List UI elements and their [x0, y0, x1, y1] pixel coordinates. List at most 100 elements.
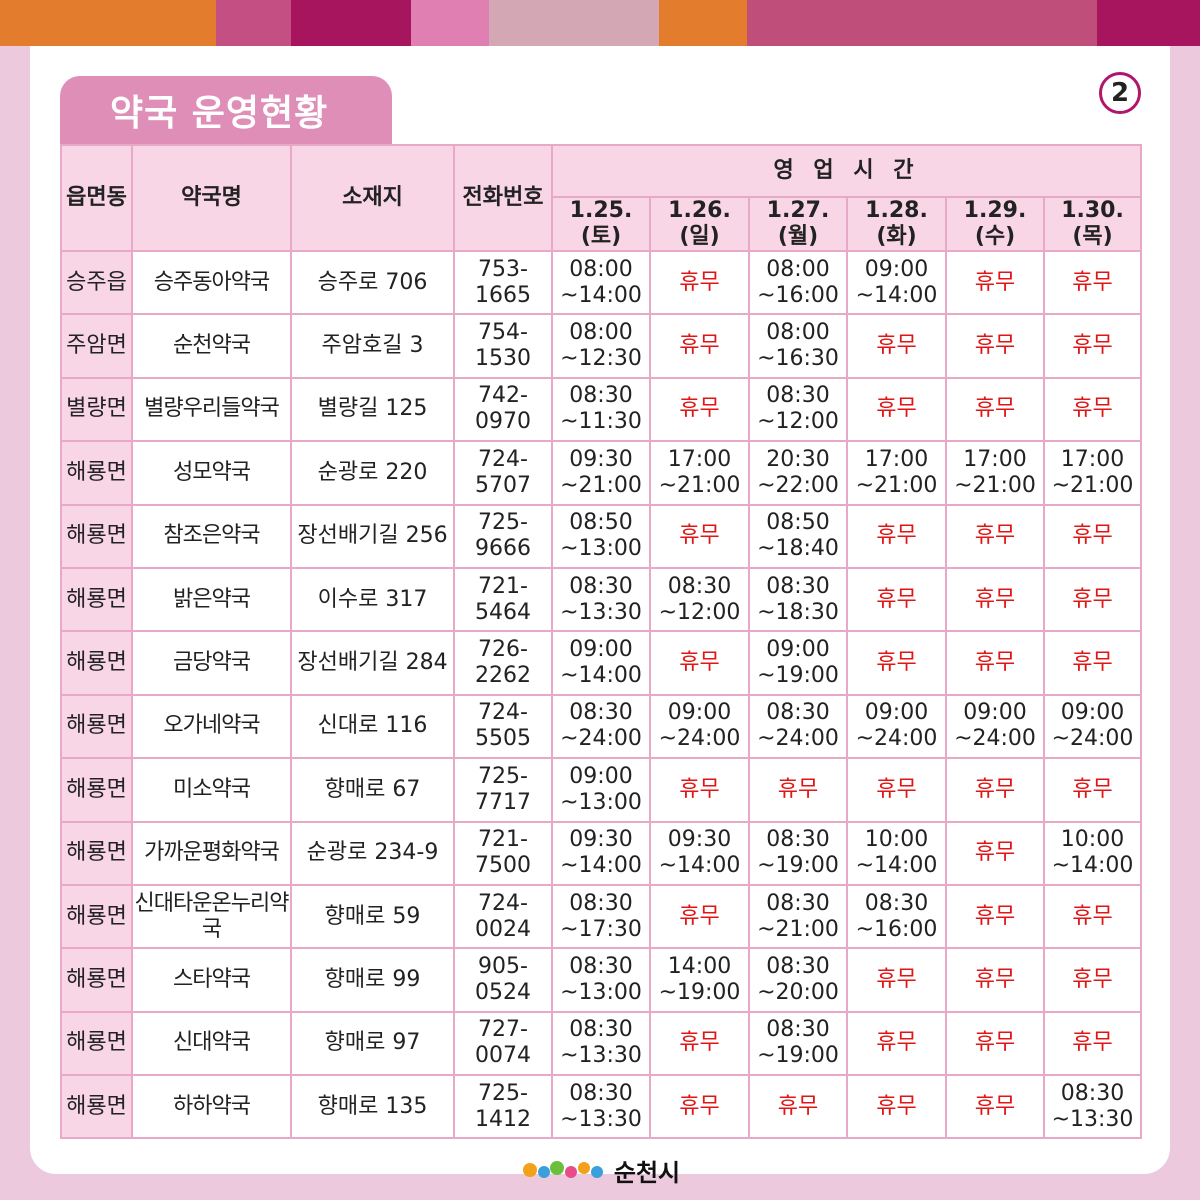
- open-time: 09:00: [963, 700, 1027, 726]
- closed-cell: 휴무: [748, 757, 848, 823]
- close-time: ~13:00: [560, 536, 642, 562]
- district-cell: 해룡면: [60, 1074, 133, 1140]
- table-row: 해룡면 스타약국 향매로 99 905-0524 08:30 ~13:00 14:00 ~19…: [60, 947, 1143, 1013]
- open-time: 09:00: [864, 256, 929, 282]
- hours-cell: 08:50 ~13:00: [551, 503, 651, 569]
- hours-cell: 09:00 ~14:00: [846, 249, 947, 316]
- hours-cell: 17:00 ~21:00: [846, 440, 947, 506]
- hours-cell: 08:30 ~24:00: [748, 693, 848, 760]
- open-time: 08:30: [569, 383, 633, 409]
- open-time: 08:30: [569, 573, 633, 599]
- pharmacy-name-cell: 성모약국: [131, 440, 292, 506]
- open-time: 08:00: [569, 320, 633, 346]
- open-time: 08:30: [569, 1017, 633, 1043]
- hours-cell: 08:30 ~11:30: [551, 376, 651, 443]
- hours-cell: 17:00 ~21:00: [649, 440, 750, 506]
- suncheon-logo-icon: [522, 1161, 603, 1178]
- phone-cell: 725-7717: [453, 757, 553, 823]
- closed-cell: 휴무: [649, 503, 750, 569]
- address-cell: 향매로 67: [290, 757, 455, 823]
- open-time: 08:00: [766, 256, 830, 282]
- header-date: 1.29.(수): [945, 196, 1045, 252]
- header-pharmacy: 약국명: [131, 144, 292, 252]
- address-cell: 장선배기길 256: [290, 503, 455, 569]
- closed-cell: 휴무: [1042, 566, 1143, 633]
- table-row: 주암면 순천약국 주암호길 3 754-1530 08:00 ~12:30 휴무 08:00 ~…: [60, 313, 1143, 379]
- table-row: 해룡면 하하약국 향매로 135 725-1412 08:30 ~13:30 휴무 휴무 휴무 휴…: [60, 1074, 1143, 1140]
- close-time: ~13:30: [560, 599, 642, 625]
- hours-cell: 10:00 ~14:00: [1042, 820, 1143, 886]
- hours-cell: 08:00 ~12:30: [551, 313, 651, 379]
- close-time: ~24:00: [1051, 726, 1134, 752]
- table-row: 승주읍 승주동아약국 승주로 706 753-1665 08:00 ~14:00 휴무 08:…: [60, 249, 1143, 316]
- pharmacy-name-cell: 참조은약국: [131, 503, 292, 569]
- footer: 순천시: [0, 1150, 1200, 1190]
- closed-cell: 휴무: [945, 566, 1045, 633]
- header-date: 1.27.(월): [748, 196, 848, 252]
- close-time: ~21:00: [855, 472, 938, 498]
- close-time: ~14:00: [1051, 853, 1134, 879]
- address-cell: 순광로 220: [290, 440, 455, 506]
- closed-cell: 휴무: [945, 249, 1045, 316]
- top-bar-segment: [747, 0, 1097, 46]
- closed-cell: 휴무: [1042, 376, 1143, 443]
- close-time: ~24:00: [757, 726, 839, 752]
- phone-cell: 724-5505: [453, 693, 553, 760]
- district-cell: 해룡면: [60, 630, 133, 696]
- hours-cell: 09:00 ~24:00: [649, 693, 750, 760]
- hours-cell: 17:00 ~21:00: [1042, 440, 1143, 506]
- hours-cell: 08:30 ~19:00: [748, 820, 848, 886]
- pharmacy-name-cell: 금당약국: [131, 630, 292, 696]
- close-time: ~18:40: [757, 536, 839, 562]
- open-time: 17:00: [1060, 446, 1125, 472]
- pharmacy-name-cell: 가까운평화약국: [131, 820, 292, 886]
- table-row: 별량면 별량우리들약국 별량길 125 742-0970 08:30 ~11:30 휴무 08…: [60, 376, 1143, 443]
- header-date: 1.26.(일): [649, 196, 750, 252]
- page-number: 2: [1099, 72, 1141, 114]
- hours-cell: 08:30 ~13:30: [551, 566, 651, 633]
- pharmacy-table: 읍면동 약국명 소재지 전화번호 영 업 시 간 1.25.(토) 1.26.(일…: [60, 144, 1143, 1140]
- district-cell: 해룡면: [60, 566, 133, 633]
- hours-cell: 08:30 ~16:00: [846, 883, 947, 950]
- table-row: 해룡면 가까운평화약국 순광로 234-9 721-7500 09:30 ~14:00 09…: [60, 820, 1143, 886]
- pharmacy-name-cell: 오가네약국: [131, 693, 292, 760]
- close-time: ~19:00: [757, 853, 839, 879]
- top-bar-segment: [411, 0, 489, 46]
- closed-cell: 휴무: [1042, 1010, 1143, 1077]
- hours-cell: 09:00 ~14:00: [551, 630, 651, 696]
- closed-cell: 휴무: [1042, 883, 1143, 950]
- address-cell: 향매로 99: [290, 947, 455, 1013]
- close-time: ~12:00: [757, 409, 839, 435]
- closed-cell: 휴무: [846, 313, 947, 379]
- district-cell: 해룡면: [60, 883, 133, 950]
- closed-cell: 휴무: [945, 376, 1045, 443]
- open-time: 09:30: [667, 827, 732, 853]
- close-time: ~12:00: [658, 599, 741, 625]
- hours-cell: 20:30 ~22:00: [748, 440, 848, 506]
- hours-cell: 08:30 ~12:00: [748, 376, 848, 443]
- closed-cell: 휴무: [846, 503, 947, 569]
- table-row: 해룡면 참조은약국 장선배기길 256 725-9666 08:50 ~13:00 휴무 08…: [60, 503, 1143, 569]
- open-time: 08:50: [569, 510, 633, 536]
- hours-cell: 09:30 ~14:00: [551, 820, 651, 886]
- district-cell: 해룡면: [60, 947, 133, 1013]
- close-time: ~11:30: [560, 409, 642, 435]
- hours-cell: 08:30 ~13:30: [551, 1074, 651, 1140]
- district-cell: 해룡면: [60, 440, 133, 506]
- header-date: 1.30.(목): [1042, 196, 1143, 252]
- close-time: ~20:00: [757, 979, 839, 1005]
- hours-cell: 09:00 ~24:00: [945, 693, 1045, 760]
- hours-cell: 09:30 ~21:00: [551, 440, 651, 506]
- header-district: 읍면동: [60, 144, 133, 252]
- close-time: ~24:00: [954, 726, 1036, 752]
- table-row: 해룡면 신대타운온누리약국 향매로 59 724-0024 08:30 ~17:30 휴무 0…: [60, 883, 1143, 950]
- open-time: 08:30: [766, 573, 830, 599]
- close-time: ~16:30: [757, 346, 839, 372]
- close-time: ~13:30: [560, 1043, 642, 1069]
- closed-cell: 휴무: [846, 757, 947, 823]
- closed-cell: 휴무: [945, 313, 1045, 379]
- closed-cell: 휴무: [846, 947, 947, 1013]
- closed-cell: 휴무: [649, 313, 750, 379]
- address-cell: 순광로 234-9: [290, 820, 455, 886]
- hours-cell: 08:30 ~21:00: [748, 883, 848, 950]
